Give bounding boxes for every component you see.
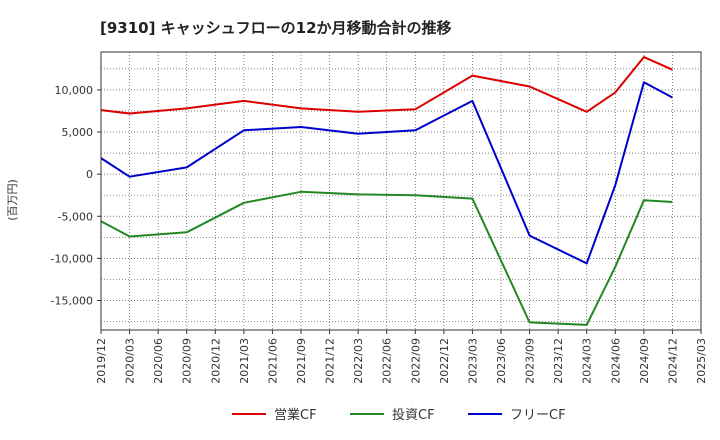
plot-frame — [100, 51, 702, 331]
x-axis-ticks: 2019/12 2020/03 2020/06 2020/09 2020/12 2021/… — [95, 330, 708, 384]
x-tick-label: 2022/09 — [409, 338, 422, 384]
x-tick-label: 2022/03 — [352, 338, 365, 384]
x-tick-label: 2022/06 — [381, 338, 394, 384]
x-tick-label: 2023/06 — [495, 338, 508, 384]
x-tick-label: 2021/09 — [295, 338, 308, 384]
x-tick-label: 2023/03 — [466, 338, 479, 384]
legend: 営業CF 投資CF フリーCF — [232, 407, 566, 423]
legend-label: 投資CF — [392, 407, 435, 423]
x-tick-label: 2020/12 — [209, 338, 222, 384]
y-axis-ticks: 10,000 5,000 0 -5,000 -10,000 -15,000 — [51, 84, 101, 308]
x-tick-label: 2021/03 — [238, 338, 251, 384]
y-axis-label: (百万円) — [6, 179, 19, 221]
series-line-投資CF — [100, 190, 673, 326]
x-tick-label: 2020/06 — [152, 338, 165, 384]
x-tick-label: 2025/03 — [695, 338, 708, 384]
y-tick-label: -5,000 — [58, 210, 93, 223]
chart-title: [9310] キャッシュフローの12か月移動合計の推移 — [100, 19, 452, 37]
x-tick-label: 2021/12 — [324, 338, 337, 384]
y-tick-label: 0 — [86, 168, 93, 181]
legend-label: 営業CF — [274, 407, 317, 423]
x-tick-label: 2022/12 — [438, 338, 451, 384]
x-tick-label: 2024/03 — [581, 338, 594, 384]
x-tick-label: 2020/09 — [181, 338, 194, 384]
x-tick-label: 2024/06 — [609, 338, 622, 384]
series-lines — [100, 56, 673, 326]
legend-label: フリーCF — [510, 408, 566, 423]
x-tick-label: 2024/12 — [666, 338, 679, 384]
y-tick-label: -10,000 — [51, 252, 93, 265]
y-tick-label: -15,000 — [51, 295, 93, 308]
x-tick-label: 2019/12 — [95, 338, 108, 384]
x-tick-label: 2024/09 — [638, 338, 651, 384]
x-tick-label: 2023/09 — [524, 338, 537, 384]
y-tick-label: 5,000 — [62, 126, 94, 139]
grid-lines — [100, 52, 702, 330]
series-line-フリーCF — [100, 81, 673, 265]
x-tick-label: 2023/12 — [552, 338, 565, 384]
x-tick-label: 2021/06 — [266, 338, 279, 384]
series-line-営業CF — [100, 56, 673, 115]
x-tick-label: 2020/03 — [124, 338, 137, 384]
y-tick-label: 10,000 — [55, 84, 94, 97]
